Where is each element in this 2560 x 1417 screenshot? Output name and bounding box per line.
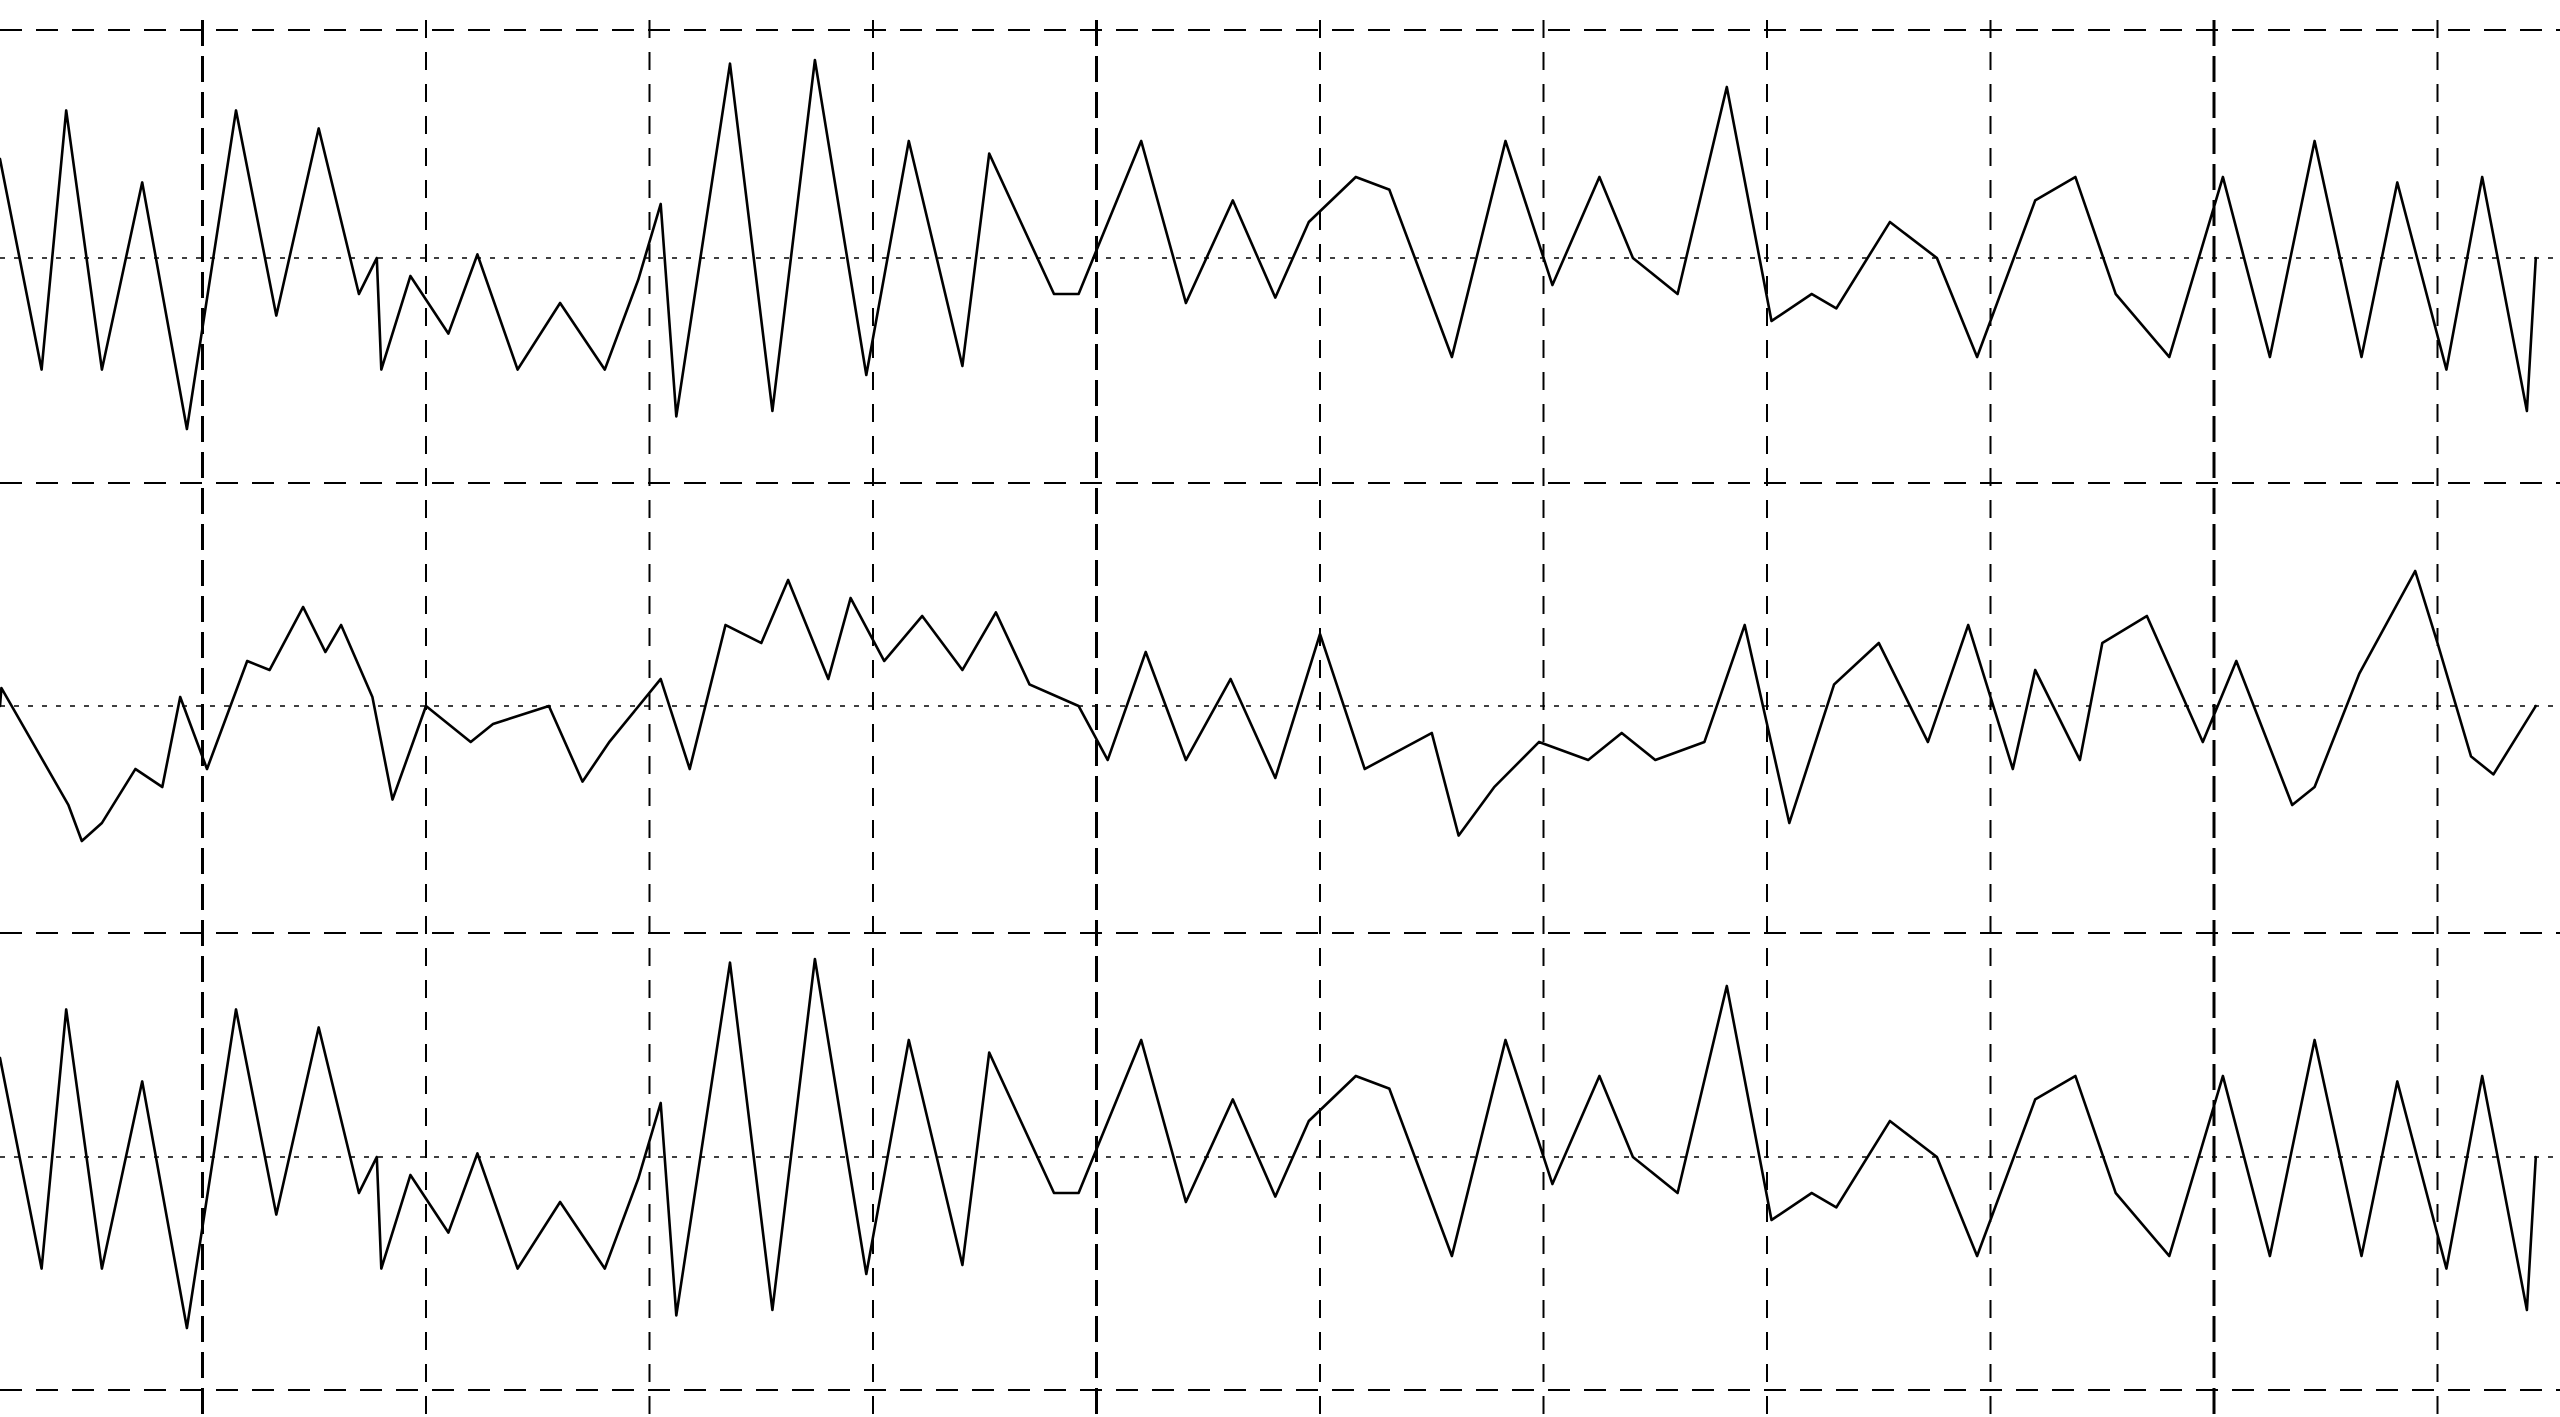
eeg-channel-1-trace	[0, 58, 2538, 431]
eeg-channel-2-trace	[0, 569, 2538, 843]
eeg-channel-3-trace	[0, 957, 2538, 1330]
trace-layer	[0, 58, 2538, 1330]
grid	[0, 20, 2560, 1417]
